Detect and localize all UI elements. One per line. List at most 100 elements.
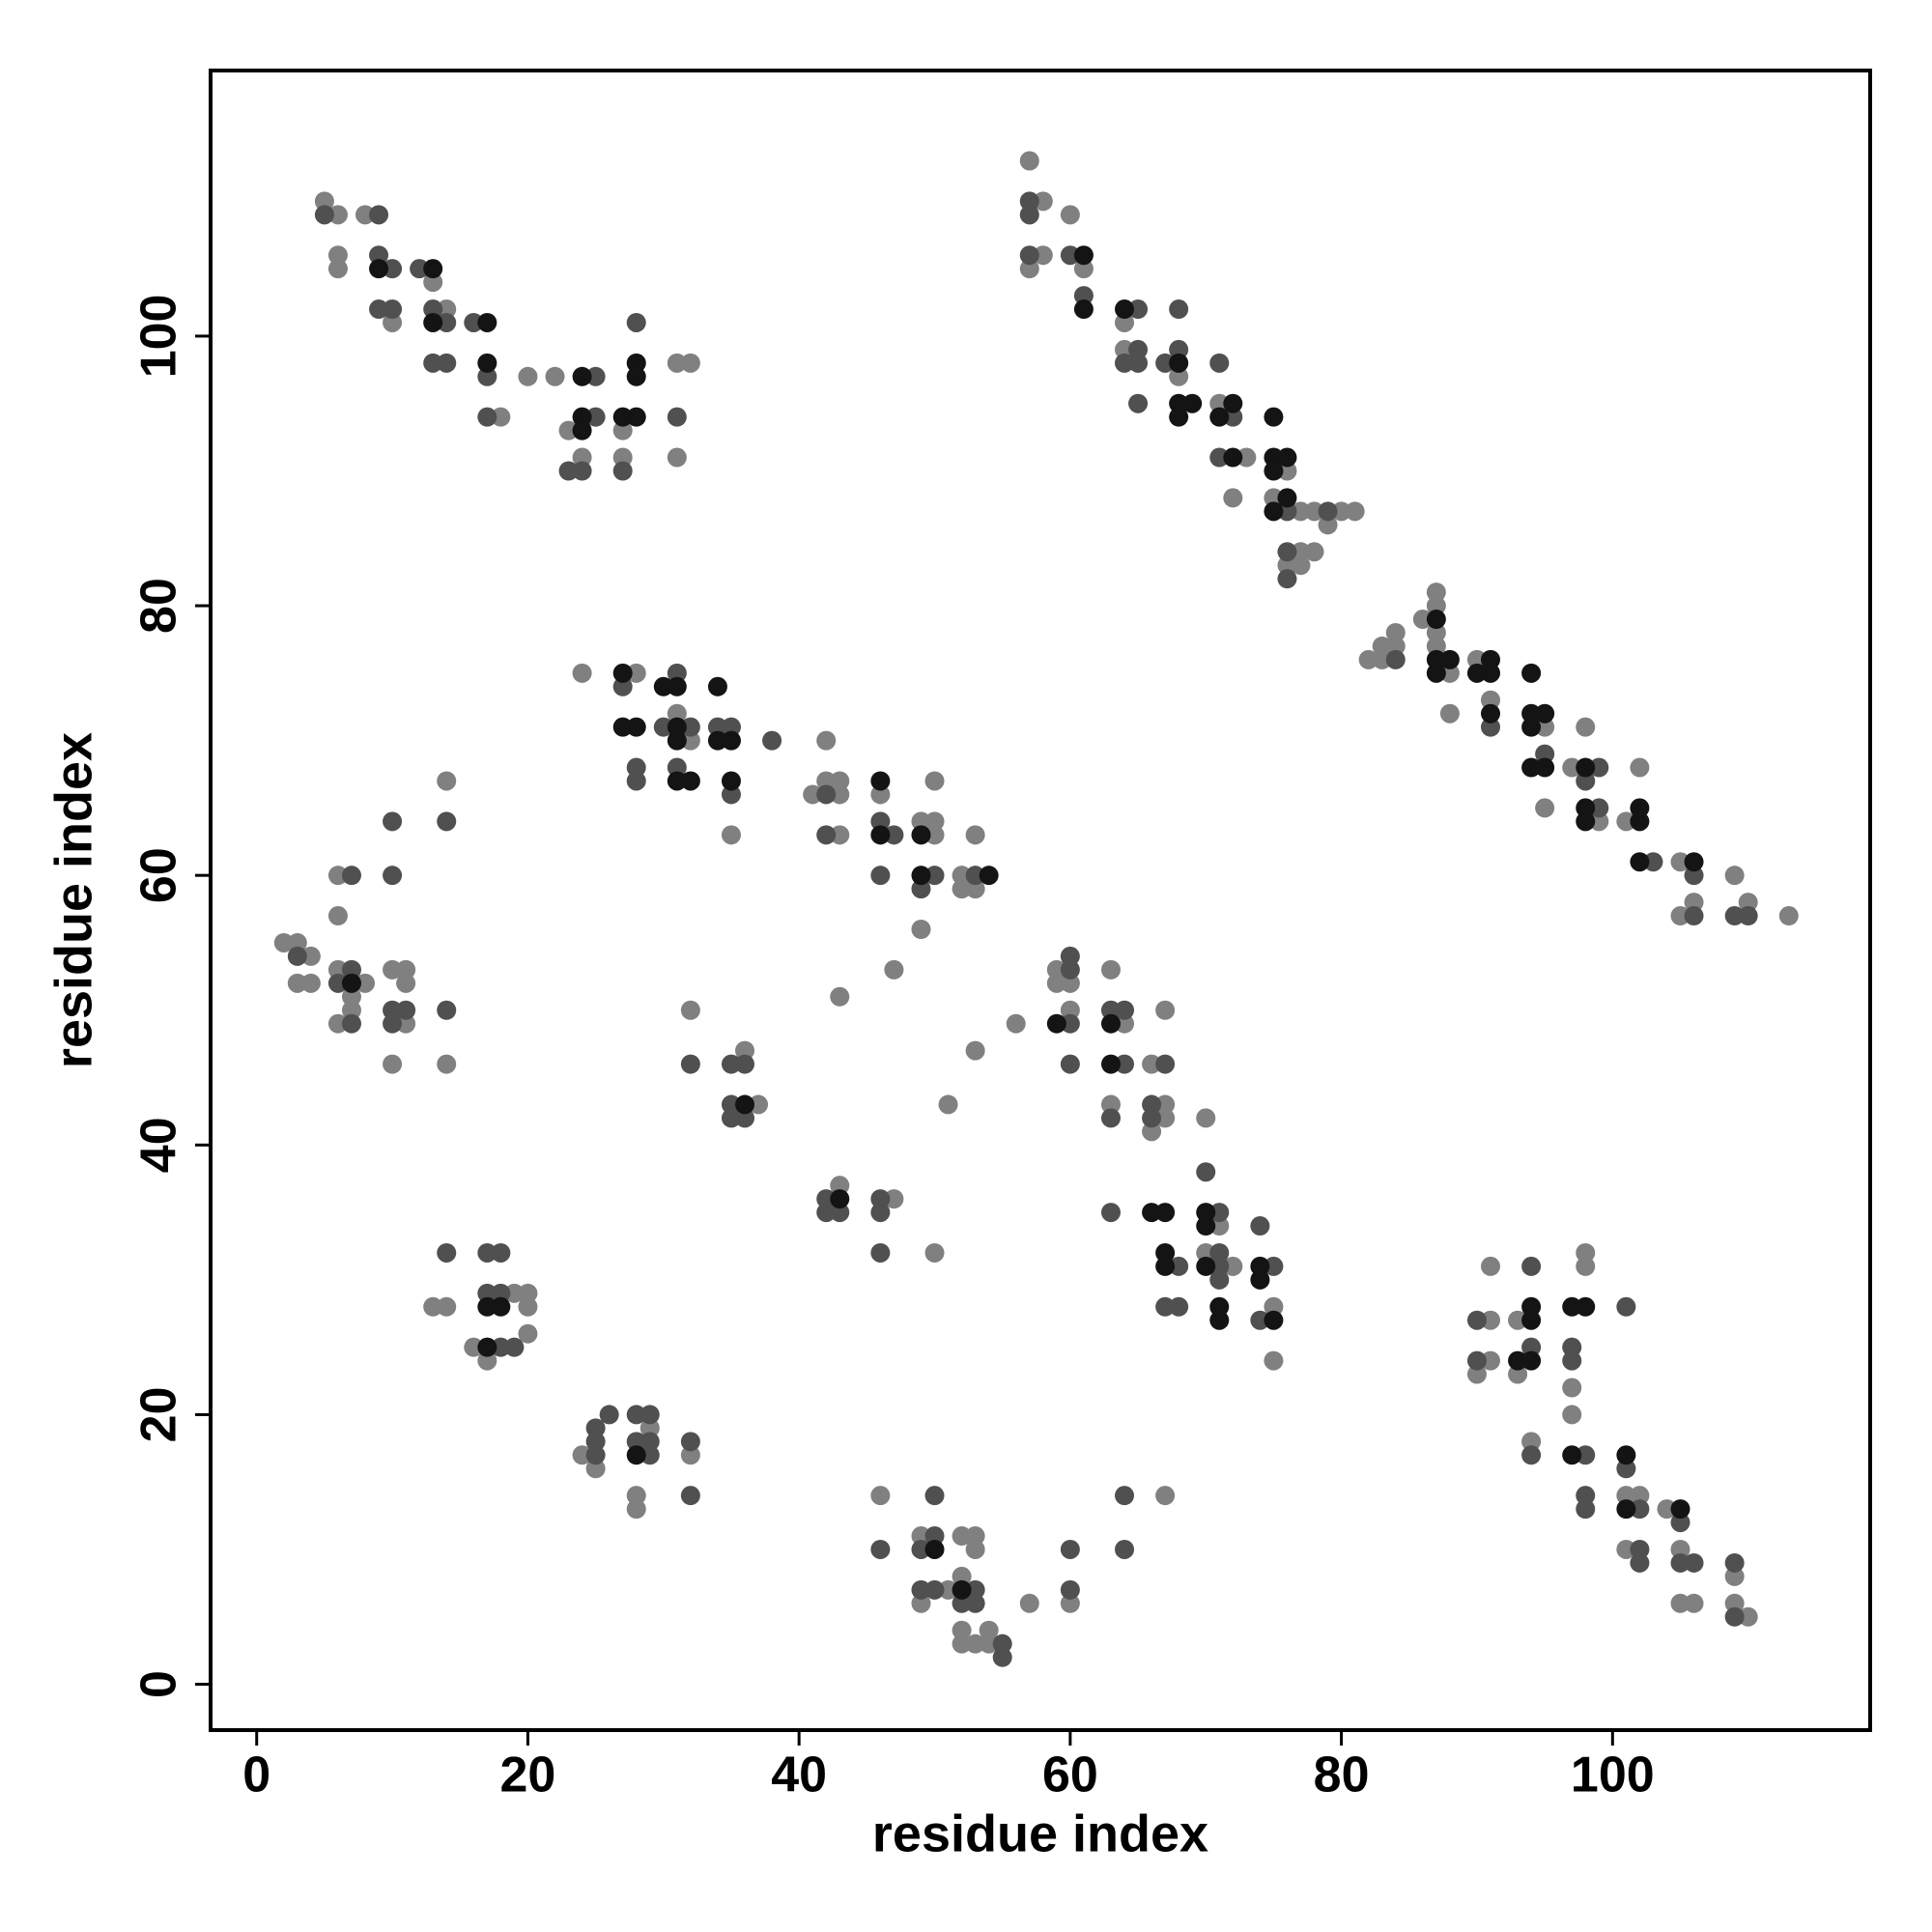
point [721, 1094, 741, 1115]
point [1250, 1216, 1270, 1236]
point [1291, 555, 1311, 576]
point [1535, 757, 1555, 778]
point [1155, 1054, 1176, 1074]
point [1277, 569, 1297, 589]
x-tick-label: 40 [771, 1747, 827, 1804]
point [464, 1337, 484, 1357]
point [1385, 622, 1406, 642]
point [1630, 811, 1650, 832]
point [680, 1000, 700, 1020]
point [1264, 447, 1284, 468]
point [1115, 1000, 1135, 1020]
point [952, 879, 972, 899]
point [965, 1539, 985, 1559]
point [369, 259, 389, 279]
point [477, 1283, 497, 1303]
point [1142, 1203, 1162, 1223]
point [626, 312, 646, 332]
point [612, 447, 633, 468]
point [1684, 893, 1704, 913]
point [1426, 649, 1446, 669]
point [1155, 353, 1176, 373]
point [1169, 299, 1189, 320]
point [612, 663, 633, 683]
point [383, 312, 403, 332]
point [965, 879, 985, 899]
point [1046, 973, 1066, 993]
point [1670, 1552, 1690, 1573]
point [870, 811, 891, 832]
point [1535, 703, 1555, 724]
point [327, 1013, 348, 1034]
point [1128, 339, 1149, 359]
y-tick-label: 0 [131, 1670, 187, 1698]
point [1616, 1486, 1636, 1506]
point [639, 1418, 660, 1438]
point [1060, 1054, 1080, 1074]
point [612, 717, 633, 737]
point [1562, 1378, 1582, 1398]
point [1060, 973, 1080, 993]
point [477, 407, 497, 427]
point [1670, 906, 1690, 926]
point [667, 730, 687, 751]
point [369, 299, 389, 320]
point [1589, 798, 1609, 818]
point [491, 1283, 511, 1303]
point [1033, 245, 1053, 266]
point [1073, 299, 1094, 320]
point [639, 1445, 660, 1465]
point [504, 1337, 525, 1357]
point [1019, 259, 1039, 279]
point [924, 811, 945, 832]
point [572, 366, 592, 386]
point [1521, 1337, 1542, 1357]
point [952, 1526, 972, 1547]
point [1480, 649, 1500, 669]
point [585, 1459, 606, 1479]
point [369, 245, 389, 266]
point [1209, 447, 1230, 468]
point [911, 866, 931, 886]
point [341, 866, 361, 886]
point [1209, 1242, 1230, 1263]
point [1426, 610, 1446, 630]
point [327, 245, 348, 266]
point [830, 771, 850, 791]
point [1426, 663, 1446, 683]
point [1576, 771, 1596, 791]
point [1576, 1486, 1596, 1506]
point [721, 825, 741, 845]
point [383, 1054, 403, 1074]
point [680, 1486, 700, 1506]
point [1155, 1296, 1176, 1317]
point [1439, 703, 1460, 724]
point [884, 825, 904, 845]
point [1426, 596, 1446, 616]
point [1019, 1593, 1039, 1613]
point [327, 259, 348, 279]
point [437, 1000, 457, 1020]
point [1738, 906, 1758, 926]
point [355, 973, 376, 993]
point [1385, 636, 1406, 656]
point [1616, 1539, 1636, 1559]
point [1142, 1094, 1162, 1115]
point [803, 784, 823, 805]
point [1264, 407, 1284, 427]
point [1670, 1499, 1690, 1520]
point [1019, 151, 1039, 171]
point [477, 366, 497, 386]
point [383, 259, 403, 279]
point [1521, 1350, 1542, 1371]
point [1264, 1296, 1284, 1317]
point [1589, 757, 1609, 778]
point [911, 879, 931, 899]
point [626, 1486, 646, 1506]
point [667, 407, 687, 427]
point [1155, 1094, 1176, 1115]
point [1006, 1013, 1026, 1034]
point [735, 1108, 755, 1128]
point [1277, 461, 1297, 481]
